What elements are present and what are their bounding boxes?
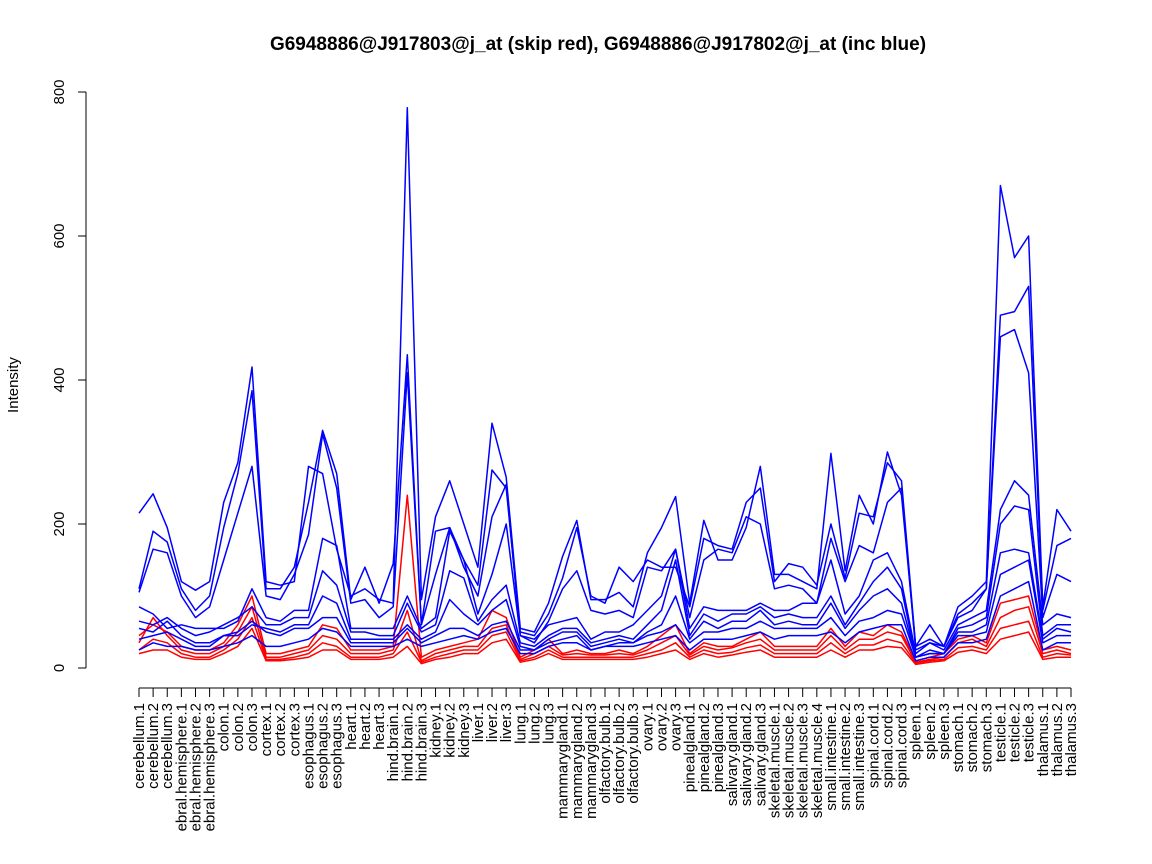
chart-title: G6948886@J917803@j_at (skip red), G69488…	[270, 34, 926, 55]
x-tick-label: salivary.gland.3	[752, 703, 769, 806]
x-tick-label: cortex.2	[272, 703, 289, 756]
x-tick-label: spinal.cord.3	[894, 703, 911, 788]
x-tick-label: colon.3	[244, 703, 261, 751]
x-tick-label: ebral.hemisphere.3	[202, 703, 219, 831]
x-tick-label: skeletal.muscle.2	[781, 703, 798, 818]
x-tick-label: thalamus.1	[1035, 703, 1052, 776]
y-tick-label: 400	[51, 367, 68, 392]
x-tick-label: small.intestine.2	[837, 703, 854, 811]
x-tick-label: spleen.1	[908, 703, 925, 760]
x-tick-label: heart.2	[357, 703, 374, 750]
x-tick-label: mammarygland.1	[555, 703, 572, 819]
x-tick-label: cerebellum.1	[131, 703, 148, 789]
x-tick-label: small.intestine.1	[823, 703, 840, 811]
x-tick-label: spleen.2	[922, 703, 939, 760]
y-axis-label: Intensity	[5, 357, 22, 413]
x-tick-label: kidney.1	[428, 703, 445, 758]
x-tick-label: salivary.gland.1	[724, 703, 741, 806]
series-line-inc_1	[138, 107, 1072, 648]
x-tick-label: salivary.gland.2	[738, 703, 755, 806]
x-tick-label: lung.1	[512, 703, 529, 744]
x-tick-label: thalamus.3	[1063, 703, 1080, 776]
x-tick-label: spinal.cord.1	[865, 703, 882, 788]
x-tick-label: pinealgland.2	[696, 703, 713, 792]
x-tick-label: skeletal.muscle.1	[766, 703, 783, 818]
x-tick-label: testicle.3	[1021, 703, 1038, 762]
x-tick-label: heart.3	[371, 703, 388, 750]
y-tick-label: 0	[51, 664, 68, 672]
x-tick-label: spleen.3	[936, 703, 953, 760]
x-tick-label: olfactory.bulb.1	[597, 703, 614, 804]
x-tick-label: testicle.2	[1007, 703, 1024, 762]
x-tick-label: cortex.3	[286, 703, 303, 756]
x-tick-label: pinealgland.3	[710, 703, 727, 792]
y-tick-label: 800	[51, 79, 68, 104]
series-line-inc_2	[138, 285, 1072, 648]
x-tick-label: colon.2	[230, 703, 247, 751]
x-tick-label: thalamus.2	[1049, 703, 1066, 776]
x-tick-label: hind.brain.1	[385, 703, 402, 781]
x-tick-label: cerebellum.2	[145, 703, 162, 789]
x-tick-label: ebral.hemisphere.1	[173, 703, 190, 831]
x-tick-label: mammarygland.3	[583, 703, 600, 819]
x-tick-label: lung.2	[526, 703, 543, 744]
y-axis: 0 200 400 600 800	[51, 79, 87, 672]
x-tick-label: stomach.1	[950, 703, 967, 772]
x-tick-label: hind.brain.3	[413, 703, 430, 781]
x-tick-label: olfactory.bulb.3	[625, 703, 642, 804]
x-tick-label: stomach.3	[978, 703, 995, 772]
x-tick-label: ovary.2	[653, 703, 670, 751]
x-tick-label: testicle.1	[992, 703, 1009, 762]
x-tick-label: esophagus.1	[300, 703, 317, 789]
x-tick-label: liver.1	[470, 703, 487, 742]
x-tick-label: esophagus.3	[329, 703, 346, 789]
x-tick-label: esophagus.2	[315, 703, 332, 789]
x-tick-label: spinal.cord.2	[879, 703, 896, 788]
x-tick-label: cortex.1	[258, 703, 275, 756]
x-tick-label: small.intestine.3	[851, 703, 868, 811]
x-tick-label: kidney.3	[456, 703, 473, 758]
series-line-skip_4	[138, 627, 1071, 666]
x-axis: cerebellum.1cerebellum.2cerebellum.3ebra…	[131, 687, 1080, 831]
x-tick-label: ovary.3	[668, 703, 685, 751]
series-layer	[138, 107, 1072, 666]
series-line-inc_8	[138, 580, 1071, 662]
x-tick-label: mammarygland.2	[569, 703, 586, 819]
x-tick-label: liver.2	[484, 703, 501, 742]
y-tick-label: 600	[51, 223, 68, 248]
series-line-skip_3	[138, 616, 1072, 664]
x-tick-label: skeletal.muscle.4	[809, 703, 826, 818]
x-tick-label: ebral.hemisphere.2	[187, 703, 204, 831]
x-tick-label: hind.brain.2	[399, 703, 416, 781]
x-tick-label: olfactory.bulb.2	[611, 703, 628, 804]
x-tick-label: pinealgland.1	[682, 703, 699, 792]
y-tick-label: 200	[51, 511, 68, 536]
x-tick-label: kidney.2	[442, 703, 459, 758]
x-tick-label: skeletal.muscle.3	[795, 703, 812, 818]
x-tick-label: colon.1	[216, 703, 233, 751]
x-tick-label: liver.3	[498, 703, 515, 742]
x-tick-label: heart.1	[343, 703, 360, 750]
x-tick-label: ovary.1	[639, 703, 656, 751]
x-tick-label: stomach.2	[964, 703, 981, 772]
x-tick-label: lung.3	[541, 703, 558, 744]
x-tick-label: cerebellum.3	[159, 703, 176, 789]
